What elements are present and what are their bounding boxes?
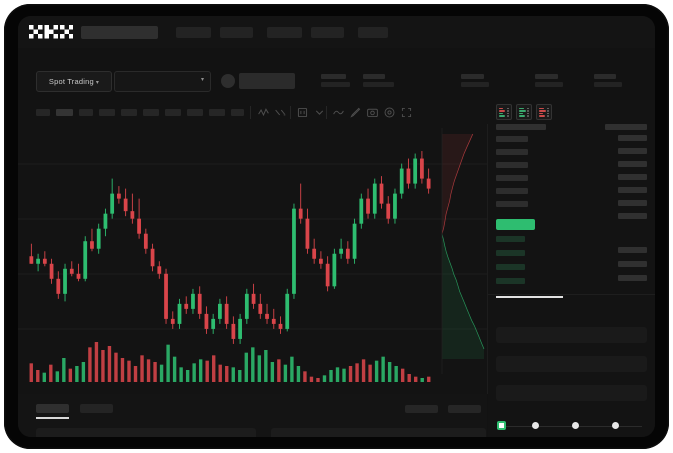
orderbook-ask-amount-1 [618, 148, 647, 154]
amount-percent-slider[interactable] [500, 426, 642, 427]
toolbar-divider [326, 106, 327, 119]
interval-4h[interactable] [143, 109, 159, 116]
orderbook-ask-price-1[interactable] [496, 149, 528, 155]
orderbook-bid-price-2[interactable] [496, 264, 525, 270]
stat-24h-high [363, 74, 394, 87]
amount-percent-step-2[interactable] [572, 422, 579, 429]
bottom-card-right[interactable] [271, 428, 486, 437]
settings-gear-icon[interactable] [383, 106, 396, 119]
orderbook-bid-amount-2 [618, 261, 647, 267]
interval-1M[interactable] [209, 109, 225, 116]
last-price-display [239, 73, 295, 89]
orderbook-spread-amount [618, 213, 647, 219]
nav-item-5[interactable] [358, 27, 388, 38]
amount-percent-step-1[interactable] [532, 422, 539, 429]
template-icon[interactable] [296, 106, 309, 119]
interval-5m[interactable] [56, 109, 73, 116]
candlestick-chart [18, 124, 487, 394]
bottom-card-left[interactable] [36, 428, 256, 437]
market-type-label: Spot Trading [48, 77, 94, 86]
chevron-down-icon[interactable] [313, 106, 326, 119]
coin-avatar [221, 74, 235, 88]
orderbook-ask-amount-5 [618, 200, 647, 206]
interval-more[interactable] [231, 109, 244, 116]
orderbook-last-price [496, 219, 535, 230]
toolbar-divider [250, 106, 251, 119]
amount-percent-step-3[interactable] [612, 422, 619, 429]
amount-percent-step-0[interactable] [497, 421, 506, 430]
tab-order-history[interactable] [80, 404, 113, 413]
chevron-down-icon: ▾ [95, 80, 100, 86]
fullscreen-icon[interactable] [400, 106, 413, 119]
price-chart-panel[interactable] [18, 124, 488, 394]
buy-tab-underline [496, 296, 563, 298]
okx-logo-icon[interactable] [29, 25, 73, 39]
sidebar-divider [488, 294, 655, 295]
price-field[interactable] [496, 356, 647, 372]
orderbook-ask-amount-2 [618, 161, 647, 167]
orderbook-view-bids[interactable] [516, 104, 532, 120]
indicators-icon[interactable] [257, 106, 270, 119]
interval-1d[interactable] [165, 109, 181, 116]
orderbook-ask-price-3[interactable] [496, 175, 528, 181]
stat-24h-volume [535, 74, 563, 87]
orderbook-ask-price-0[interactable] [496, 136, 528, 142]
amount-field[interactable] [496, 385, 647, 401]
interval-30m[interactable] [99, 109, 115, 116]
camera-icon[interactable] [366, 106, 379, 119]
orderbook-bid-amount-3 [618, 275, 647, 281]
nav-item-2[interactable] [220, 27, 253, 38]
tablet-device-frame: Spot Trading ▾ ▾ [4, 4, 669, 449]
orderbook-ask-amount-4 [618, 187, 647, 193]
interval-15m[interactable] [79, 109, 93, 116]
order-type-field[interactable] [496, 327, 647, 343]
bottom-action-1[interactable] [405, 405, 438, 413]
orderbook-view-asks[interactable] [536, 104, 552, 120]
compare-icon[interactable] [274, 106, 287, 119]
orderbook-trade-sidebar: Buy Sell [488, 100, 655, 437]
orderbook-header-price [496, 124, 546, 130]
nav-item-4[interactable] [311, 27, 344, 38]
orderbook-ask-price-5[interactable] [496, 201, 528, 207]
stat-24h-low [461, 74, 489, 87]
buy-sell-tabs: Buy Sell [488, 296, 655, 318]
stat-24h-change [321, 74, 350, 87]
interval-1h[interactable] [121, 109, 137, 116]
active-tab-underline [36, 417, 69, 419]
top-navigation-bar [18, 16, 655, 48]
orderbook-view-both[interactable] [496, 104, 512, 120]
bottom-action-2[interactable] [448, 405, 481, 413]
draw-pencil-icon[interactable] [349, 106, 362, 119]
interval-1w[interactable] [187, 109, 203, 116]
chevron-down-icon: ▾ [200, 77, 204, 83]
toolbar-divider [290, 106, 291, 119]
nav-item-3[interactable] [267, 27, 302, 38]
nav-item-1[interactable] [176, 27, 211, 38]
orderbook-bid-price-0[interactable] [496, 236, 525, 242]
orderbook-bid-price-3[interactable] [496, 278, 525, 284]
tab-open-orders[interactable] [36, 404, 69, 413]
orderbook-bid-amount-1 [618, 247, 647, 253]
orderbook-ask-amount-3 [618, 174, 647, 180]
orderbook-ask-price-4[interactable] [496, 188, 528, 194]
trading-pair-select[interactable]: ▾ [114, 71, 211, 92]
nav-search-box[interactable] [81, 26, 158, 39]
tablet-screen: Spot Trading ▾ ▾ [18, 16, 655, 437]
orderbook-header-amount [605, 124, 647, 130]
orderbook-bid-price-1[interactable] [496, 250, 525, 256]
interval-1m[interactable] [36, 109, 50, 116]
stat-24h-turnover [594, 74, 622, 87]
orderbook-ask-price-2[interactable] [496, 162, 528, 168]
line-chart-icon[interactable] [332, 106, 345, 119]
market-type-button[interactable]: Spot Trading ▾ [36, 71, 112, 92]
orderbook-ask-amount-0 [618, 135, 647, 141]
